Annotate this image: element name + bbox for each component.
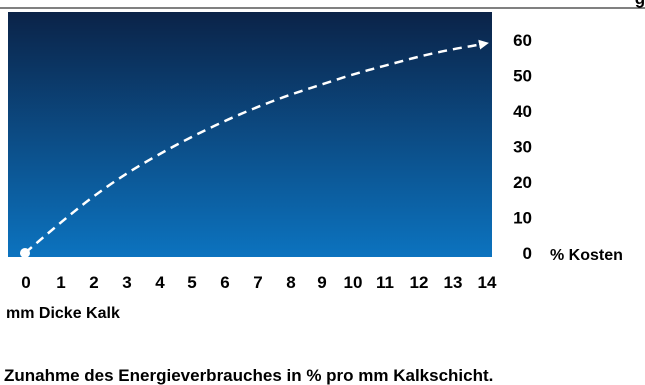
x-tick-label: 3	[122, 273, 131, 292]
y-tick-label: 30	[513, 138, 532, 157]
plot-area	[8, 12, 492, 257]
chart-caption: Zunahme des Energieverbrauches in % pro …	[4, 366, 493, 385]
y-tick-label: 40	[513, 102, 532, 121]
x-tick-label: 4	[155, 273, 165, 292]
x-tick-label: 6	[220, 273, 229, 292]
y-tick-label: 0	[523, 244, 532, 263]
x-tick-label: 13	[444, 273, 463, 292]
partial-top-text: g	[635, 0, 645, 8]
start-point-marker	[20, 248, 30, 258]
x-tick-label: 8	[286, 273, 295, 292]
x-tick-label: 1	[56, 273, 65, 292]
x-tick-label: 0	[21, 273, 30, 292]
x-tick-label: 5	[187, 273, 196, 292]
x-tick-label: 2	[89, 273, 98, 292]
x-tick-label: 9	[317, 273, 326, 292]
y-tick-label: 60	[513, 31, 532, 50]
x-tick-label: 10	[344, 273, 363, 292]
y-tick-label: 10	[513, 209, 532, 228]
x-tick-label: 12	[410, 273, 429, 292]
y-axis-label: % Kosten	[550, 247, 623, 264]
series-line	[24, 39, 489, 254]
x-axis-label: mm Dicke Kalk	[6, 305, 120, 322]
x-tick-label: 11	[376, 273, 394, 292]
y-tick-label: 50	[513, 67, 532, 86]
y-tick-label: 20	[513, 173, 532, 192]
y-axis-ticks: 0 10 20 30 40 50 60	[513, 31, 532, 263]
x-tick-label: 7	[253, 273, 262, 292]
x-axis-ticks: 0 1 2 3 4 5 6 7 8 9 10 11 12 13 14	[21, 273, 497, 292]
x-tick-label: 14	[478, 273, 497, 292]
